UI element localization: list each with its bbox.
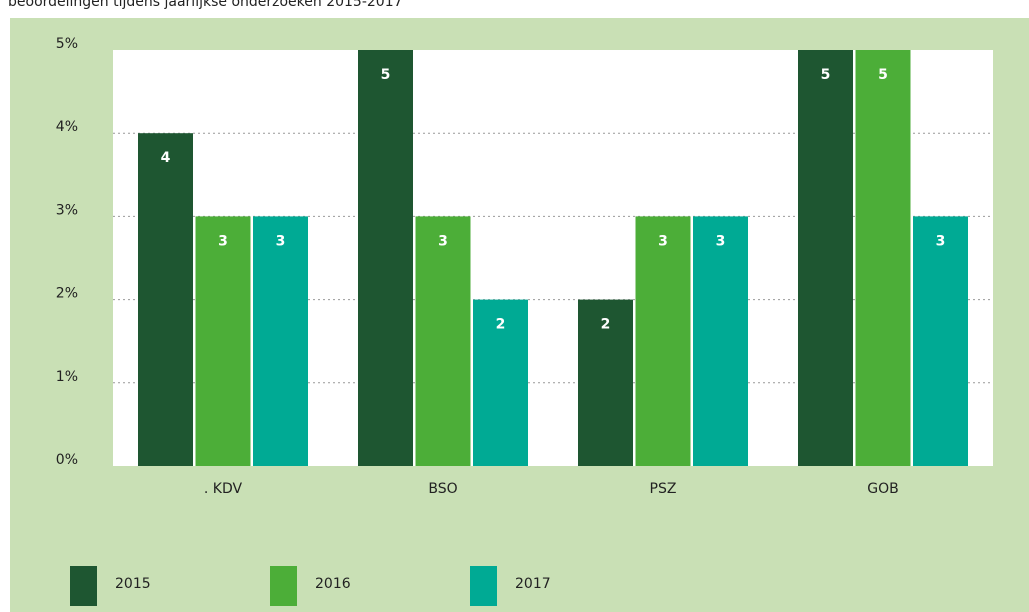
bar xyxy=(693,216,748,466)
chart-title: beoordelingen tijdens jaarlijkse onderzo… xyxy=(8,0,403,10)
y-tick-label: 1% xyxy=(56,369,78,385)
legend-label: 2017 xyxy=(515,576,551,592)
x-tick-label: BSO xyxy=(428,481,457,497)
bar xyxy=(798,50,853,466)
legend-label: 2015 xyxy=(115,576,151,592)
bar xyxy=(253,216,308,466)
y-tick-label: 0% xyxy=(56,452,78,468)
bar xyxy=(635,216,691,466)
value-label: 2 xyxy=(601,317,611,333)
y-tick-label: 3% xyxy=(56,202,78,218)
bar xyxy=(578,299,633,466)
value-label: 3 xyxy=(936,233,946,249)
y-tick-label: 4% xyxy=(56,119,78,135)
bar xyxy=(415,216,471,466)
legend-swatch xyxy=(70,566,97,606)
x-tick-label: GOB xyxy=(867,481,898,497)
value-label: 3 xyxy=(716,233,726,249)
x-tick-label: PSZ xyxy=(650,481,677,497)
bar xyxy=(913,216,968,466)
value-label: 3 xyxy=(218,233,228,249)
y-tick-label: 5% xyxy=(56,36,78,52)
bar xyxy=(138,133,193,466)
value-label: 4 xyxy=(161,150,171,166)
value-label: 3 xyxy=(658,233,668,249)
value-label: 3 xyxy=(276,233,286,249)
x-tick-label: . KDV xyxy=(204,481,243,497)
bar xyxy=(358,50,413,466)
value-label: 5 xyxy=(381,67,391,83)
legend-label: 2016 xyxy=(315,576,351,592)
value-label: 3 xyxy=(438,233,448,249)
bar xyxy=(473,299,528,466)
value-label: 2 xyxy=(496,317,506,333)
bar xyxy=(855,50,911,466)
value-label: 5 xyxy=(878,67,888,83)
bar xyxy=(195,216,251,466)
value-label: 5 xyxy=(821,67,831,83)
legend-swatch xyxy=(470,566,497,606)
legend-swatch xyxy=(270,566,297,606)
y-tick-label: 2% xyxy=(56,286,78,302)
